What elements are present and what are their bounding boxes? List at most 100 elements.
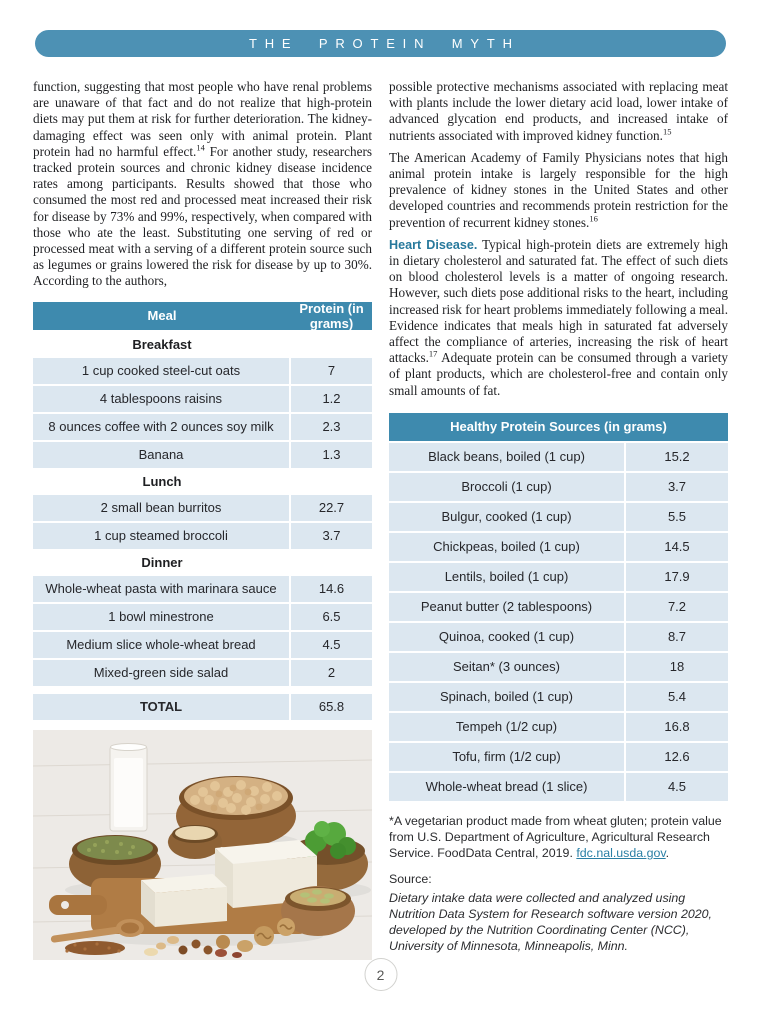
table-row: Bulgur, cooked (1 cup) 5.5: [389, 502, 728, 531]
value-cell: 5.5: [626, 502, 728, 531]
table-row: 2 small bean burritos 22.7: [33, 494, 372, 521]
value-cell: 17.9: [626, 562, 728, 591]
footnote-ref-16: 16: [589, 213, 598, 224]
protein-cell: 2: [291, 659, 372, 686]
table-row: 1 cup cooked steel-cut oats 7: [33, 357, 372, 384]
table-row: Chickpeas, boiled (1 cup) 14.5: [389, 532, 728, 561]
value-cell: 7.2: [626, 592, 728, 621]
meal-cell: 1 bowl minestrone: [33, 603, 289, 630]
table-row: Seitan* (3 ounces) 18: [389, 652, 728, 681]
left-column-paragraph: function, suggesting that most people wh…: [33, 79, 372, 290]
total-value: 65.8: [291, 693, 372, 720]
left-column: function, suggesting that most people wh…: [33, 79, 372, 960]
right-column-paragraph-3: Heart Disease. Typical high-protein diet…: [389, 237, 728, 399]
food-cell: Quinoa, cooked (1 cup): [389, 622, 624, 651]
meal-table-header-row: Meal Protein (in grams): [33, 300, 372, 331]
paragraph-text: function, suggesting that most people wh…: [33, 79, 372, 159]
meal-cell: 2 small bean burritos: [33, 494, 289, 521]
protein-column-header: Protein (in grams): [299, 300, 364, 331]
protein-cell: 7: [291, 357, 372, 384]
protein-foods-photo: [33, 729, 372, 960]
table-row: Whole-wheat pasta with marinara sauce 14…: [33, 575, 372, 602]
table-row: Medium slice whole-wheat bread 4.5: [33, 631, 372, 658]
protein-cell: 22.7: [291, 494, 372, 521]
footnote-text: *A vegetarian product made from wheat gl…: [389, 813, 722, 860]
protein-cell: 3.7: [291, 522, 372, 549]
protein-cell: 1.2: [291, 385, 372, 412]
protein-cell: 14.6: [291, 575, 372, 602]
value-cell: 15.2: [626, 442, 728, 471]
usda-link[interactable]: fdc.nal.usda.gov: [576, 845, 666, 860]
food-cell: Peanut butter (2 tablespoons): [389, 592, 624, 621]
protein-table-title: Healthy Protein Sources (in grams): [389, 412, 728, 441]
footnote-ref-15: 15: [662, 126, 672, 137]
protein-cell: 4.5: [291, 631, 372, 658]
value-cell: 4.5: [626, 772, 728, 801]
food-cell: Bulgur, cooked (1 cup): [389, 502, 624, 531]
table-row: Whole-wheat bread (1 slice) 4.5: [389, 772, 728, 801]
table-row: Mixed-green side salad 2: [33, 659, 372, 686]
food-cell: Chickpeas, boiled (1 cup): [389, 532, 624, 561]
right-column-paragraph-1: possible protective mechanisms associate…: [389, 79, 728, 144]
table-row: Peanut butter (2 tablespoons) 7.2: [389, 592, 728, 621]
footnote-text: .: [665, 845, 670, 860]
protein-cell: 2.3: [291, 413, 372, 440]
footnote-ref-17: 17: [428, 348, 438, 359]
protein-cell: 6.5: [291, 603, 372, 630]
section-row-dinner: Dinner: [33, 551, 372, 574]
table-row: 1 cup steamed broccoli 3.7: [33, 522, 372, 549]
value-cell: 14.5: [626, 532, 728, 561]
meal-cell: 1 cup cooked steel-cut oats: [33, 357, 289, 384]
source-text: Dietary intake data were collected and a…: [389, 890, 712, 953]
meal-cell: 4 tablespoons raisins: [33, 385, 289, 412]
paragraph-text: For another study, researchers tracked p…: [33, 143, 372, 289]
food-cell: Seitan* (3 ounces): [389, 652, 624, 681]
meal-protein-table: Meal Protein (in grams) Breakfast 1 cup …: [33, 300, 372, 720]
table-row: 1 bowl minestrone 6.5: [33, 603, 372, 630]
table-row: Quinoa, cooked (1 cup) 8.7: [389, 622, 728, 651]
value-cell: 8.7: [626, 622, 728, 651]
value-cell: 5.4: [626, 682, 728, 711]
footnote-ref-14: 14: [196, 142, 205, 153]
section-label: Breakfast: [132, 336, 192, 352]
food-cell: Tofu, firm (1/2 cup): [389, 742, 624, 771]
meal-column-header: Meal: [147, 308, 177, 324]
page-header-banner: THE PROTEIN MYTH: [35, 30, 726, 57]
meal-cell: Mixed-green side salad: [33, 659, 289, 686]
protein-cell: 1.3: [291, 441, 372, 468]
total-label: TOTAL: [33, 693, 289, 720]
meal-cell: 1 cup steamed broccoli: [33, 522, 289, 549]
table-row: 8 ounces coffee with 2 ounces soy milk 2…: [33, 413, 372, 440]
food-cell: Whole-wheat bread (1 slice): [389, 772, 624, 801]
section-row-breakfast: Breakfast: [33, 333, 372, 356]
paragraph-text: Adequate protein can be consumed through…: [389, 350, 728, 398]
value-cell: 3.7: [626, 472, 728, 501]
paragraph-text: The American Academy of Family Physician…: [389, 149, 728, 230]
table-row: Black beans, boiled (1 cup) 15.2: [389, 442, 728, 471]
table-row: 4 tablespoons raisins 1.2: [33, 385, 372, 412]
food-cell: Lentils, boiled (1 cup): [389, 562, 624, 591]
page-title: THE PROTEIN MYTH: [248, 36, 520, 51]
table-row: Lentils, boiled (1 cup) 17.9: [389, 562, 728, 591]
table-row: Broccoli (1 cup) 3.7: [389, 472, 728, 501]
table-row: Spinach, boiled (1 cup) 5.4: [389, 682, 728, 711]
total-row: TOTAL 65.8: [33, 693, 372, 720]
paragraph-text: possible protective mechanisms associate…: [389, 79, 728, 143]
value-cell: 16.8: [626, 712, 728, 741]
two-column-layout: function, suggesting that most people wh…: [33, 79, 728, 960]
right-column-paragraph-2: The American Academy of Family Physician…: [389, 150, 728, 231]
food-cell: Black beans, boiled (1 cup): [389, 442, 624, 471]
page-number: 2: [376, 966, 385, 983]
section-label: Dinner: [141, 554, 183, 570]
healthy-protein-sources-table: Healthy Protein Sources (in grams) Black…: [389, 412, 728, 801]
table-row: Tempeh (1/2 cup) 16.8: [389, 712, 728, 741]
food-cell: Broccoli (1 cup): [389, 472, 624, 501]
section-row-lunch: Lunch: [33, 470, 372, 493]
paragraph-text: Typical high-protein diets are extremely…: [389, 236, 728, 366]
food-cell: Tempeh (1/2 cup): [389, 712, 624, 741]
page-number-badge: 2: [364, 958, 397, 991]
meal-cell: Medium slice whole-wheat bread: [33, 631, 289, 658]
meal-cell: Banana: [33, 441, 289, 468]
meal-cell: 8 ounces coffee with 2 ounces soy milk: [33, 413, 289, 440]
source-label: Source:: [389, 871, 432, 886]
